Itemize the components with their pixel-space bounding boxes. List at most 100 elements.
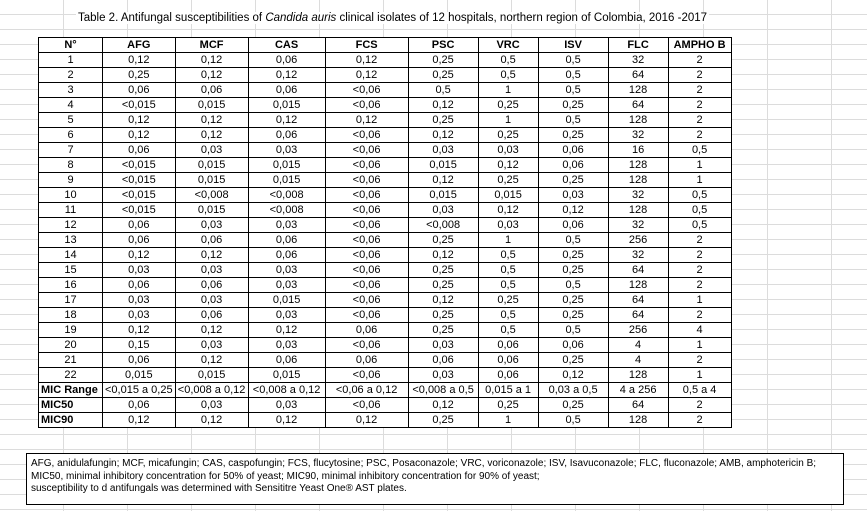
cell: 0,25 xyxy=(407,322,479,338)
cell: 0,25 xyxy=(407,112,479,128)
cell: 19 xyxy=(38,322,103,338)
cell: 0,06 xyxy=(102,277,176,293)
cell: 0,25 xyxy=(537,397,609,413)
cell: 1 xyxy=(477,82,539,98)
cell: 0,03 xyxy=(407,142,479,158)
cell: <0,015 xyxy=(102,97,176,113)
cell: 1 xyxy=(667,172,732,188)
cell: <0,06 xyxy=(324,277,409,293)
cell: 1 xyxy=(477,112,539,128)
cell: 2 xyxy=(667,397,732,413)
cell: 20 xyxy=(38,337,103,353)
cell: 0,06 xyxy=(324,352,409,368)
cell: 0,06 xyxy=(477,367,539,383)
cell: <0,06 xyxy=(324,262,409,278)
cell: 0,5 xyxy=(667,187,732,203)
cell: 0,12 xyxy=(102,52,176,68)
cell: 2 xyxy=(667,97,732,113)
data-row: 13 0,06 0,06 0,06 <0,06 0,25 1 0,5 256 2 xyxy=(38,232,732,248)
cell: 0,03 xyxy=(174,217,249,233)
cell: 1 xyxy=(477,412,539,428)
cell: <0,06 xyxy=(324,367,409,383)
cell: 0,5 a 4 xyxy=(667,382,732,398)
cell: 15 xyxy=(38,262,103,278)
cell: 0,25 xyxy=(537,97,609,113)
cell: 13 xyxy=(38,232,103,248)
cell: 0,015 xyxy=(174,367,249,383)
header-cell: N° xyxy=(38,37,103,53)
cell: 0,12 xyxy=(477,157,539,173)
cell: 4 xyxy=(607,352,669,368)
cell: <0,06 xyxy=(324,247,409,263)
header-cell: AFG xyxy=(102,37,176,53)
cell: 6 xyxy=(38,127,103,143)
cell: 11 xyxy=(38,202,103,218)
cell: 0,12 xyxy=(324,52,409,68)
cell: 0,03 xyxy=(174,292,249,308)
cell: 0,015 xyxy=(174,172,249,188)
cell: 0,15 xyxy=(102,337,176,353)
cell: 64 xyxy=(607,292,669,308)
cell: 0,25 xyxy=(477,292,539,308)
cell: 0,015 a 1 xyxy=(477,382,539,398)
header-cell: VRC xyxy=(477,37,539,53)
cell: 0,06 xyxy=(537,337,609,353)
cell: 0,015 xyxy=(407,157,479,173)
cell: 0,015 xyxy=(477,187,539,203)
cell: 0,25 xyxy=(477,97,539,113)
cell: 8 xyxy=(38,157,103,173)
cell: 256 xyxy=(607,232,669,248)
cell: 0,015 xyxy=(247,97,326,113)
cell: <0,06 xyxy=(324,157,409,173)
cell: <0,06 a 0,12 xyxy=(324,382,409,398)
summary-row: MIC Range <0,015 a 0,25 <0,008 a 0,12 <0,00… xyxy=(38,382,732,398)
cell: 0,06 xyxy=(477,337,539,353)
summary-row: MIC90 0,12 0,12 0,12 0,12 0,25 1 0,5 128 2 xyxy=(38,412,732,428)
cell: 32 xyxy=(607,127,669,143)
cell: 0,015 xyxy=(174,97,249,113)
cell: 0,03 xyxy=(102,307,176,323)
data-row: 12 0,06 0,03 0,03 <0,06 <0,008 0,03 0,06 32 0,5 xyxy=(38,217,732,233)
header-cell: AMPHO B xyxy=(667,37,732,53)
data-row: 20 0,15 0,03 0,03 <0,06 0,03 0,06 0,06 4 1 xyxy=(38,337,732,353)
cell: 0,25 xyxy=(407,262,479,278)
cell: 0,03 xyxy=(174,397,249,413)
cell: 64 xyxy=(607,397,669,413)
cell: 0,015 xyxy=(407,187,479,203)
cell: 0,12 xyxy=(102,412,176,428)
cell: 0,5 xyxy=(537,67,609,83)
cell: 2 xyxy=(667,112,732,128)
cell: <0,008 a 0,5 xyxy=(407,382,479,398)
title-text: Table 2. Antifungal susceptibilities of xyxy=(78,12,266,24)
cell: 0,5 xyxy=(537,52,609,68)
cell: 16 xyxy=(38,277,103,293)
cell: 0,06 xyxy=(247,127,326,143)
cell: 0,12 xyxy=(102,322,176,338)
cell: <0,008 xyxy=(407,217,479,233)
cell: 0,12 xyxy=(102,127,176,143)
cell: 0,25 xyxy=(537,127,609,143)
cell: 0,03 xyxy=(407,337,479,353)
data-row: 15 0,03 0,03 0,03 <0,06 0,25 0,5 0,25 64 2 xyxy=(38,262,732,278)
susceptibility-table: N° AFG MCF CAS FCS PSC VRC ISV FLC AMPHO B 1 0,12 0,… xyxy=(38,37,732,428)
cell: 32 xyxy=(607,247,669,263)
cell: 0,5 xyxy=(667,217,732,233)
cell: 1 xyxy=(477,232,539,248)
cell: 32 xyxy=(607,217,669,233)
cell: 0,06 xyxy=(537,157,609,173)
cell: 2 xyxy=(667,277,732,293)
cell: 0,5 xyxy=(537,322,609,338)
cell: 0,5 xyxy=(477,322,539,338)
cell: 0,12 xyxy=(407,247,479,263)
cell: 0,25 xyxy=(477,172,539,188)
cell: 0,5 xyxy=(477,262,539,278)
cell: 0,5 xyxy=(537,412,609,428)
cell: 0,03 xyxy=(174,337,249,353)
cell: 16 xyxy=(607,142,669,158)
cell: 0,12 xyxy=(407,97,479,113)
cell: 0,06 xyxy=(174,82,249,98)
data-row: 22 0,015 0,015 0,015 <0,06 0,03 0,06 0,12 128 1 xyxy=(38,367,732,383)
cell: 0,12 xyxy=(324,112,409,128)
cell: 128 xyxy=(607,172,669,188)
cell: 0,25 xyxy=(537,307,609,323)
